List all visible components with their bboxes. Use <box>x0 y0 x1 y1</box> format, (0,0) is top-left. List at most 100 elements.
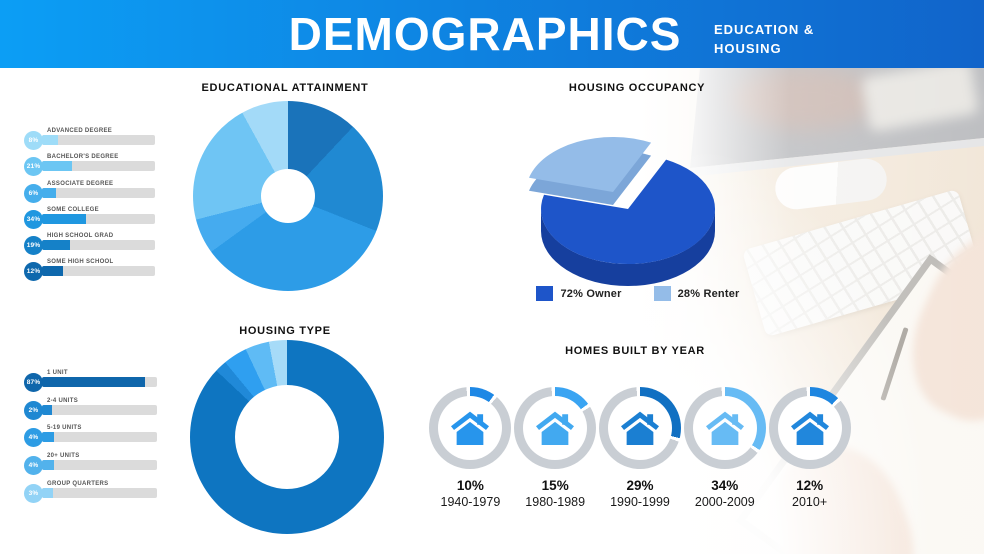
gauge-year-range: 2010+ <box>792 495 828 509</box>
legend-item: 28% Renter <box>653 286 740 301</box>
subtitle-line-2: HOUSING <box>714 41 782 56</box>
stat-bar-fill <box>42 240 71 251</box>
gauge-ring <box>768 387 851 469</box>
stat-bar-track <box>42 432 157 443</box>
owner-slice-top <box>541 159 716 265</box>
stat-bar-label: SOME COLLEGE <box>47 206 99 213</box>
stat-bar-row: HIGH SCHOOL GRAD 19% <box>24 232 155 258</box>
stat-bar-row: SOME HIGH SCHOOL 12% <box>24 258 155 284</box>
legend-swatch <box>536 286 554 301</box>
stat-bar-percent-badge: 3% <box>24 483 43 503</box>
stat-bar-track <box>42 404 157 415</box>
homes-built-section-title: HOMES BUILT BY YEAR <box>565 345 705 357</box>
gauge-percent: 12% <box>796 478 824 493</box>
stat-bar-label: ASSOCIATE DEGREE <box>47 180 114 187</box>
housing-type-donut <box>190 340 384 534</box>
stat-bar-fill <box>42 487 54 498</box>
gauge-ring <box>514 387 597 469</box>
stat-bar-percent-badge: 4% <box>24 456 43 476</box>
education-section-title: EDUCATIONAL ATTAINMENT <box>201 82 369 94</box>
stat-bar-percent-badge: 8% <box>24 131 43 150</box>
stat-bar-track <box>42 187 155 198</box>
gauge-year-range: 1990-1999 <box>610 495 670 509</box>
stat-bar-percent-badge: 4% <box>24 428 43 448</box>
occupancy-section-title: HOUSING OCCUPANCY <box>568 82 706 94</box>
education-bars: ADVANCED DEGREE 8% BACHELOR'S DEGREE 21%… <box>24 127 155 285</box>
gauge-year-range: 2000-2009 <box>694 495 755 509</box>
stat-bar-fill <box>42 432 55 443</box>
stat-bar-row: 5-19 UNITS 4% <box>24 424 157 452</box>
stat-bar-percent-badge: 87% <box>24 373 43 392</box>
stat-bar-label: ADVANCED DEGREE <box>47 128 113 134</box>
stat-bar-track <box>42 135 155 145</box>
legend-swatch <box>653 286 671 301</box>
stat-bar-percent-badge: 12% <box>24 262 43 282</box>
page-subtitle: EDUCATION & HOUSING <box>714 20 814 58</box>
desk-photo-background <box>640 58 984 554</box>
white-overlay <box>640 68 984 554</box>
gauge-ring <box>429 387 512 469</box>
homes-built-gauge: 10% 1940-1979 <box>428 387 513 509</box>
stat-bar-percent-badge: 6% <box>24 183 43 203</box>
house-icon <box>451 411 490 446</box>
house-icon <box>790 411 829 446</box>
legend-label: 28% Renter <box>677 287 740 300</box>
stat-bar-row: ASSOCIATE DEGREE 6% <box>24 180 155 206</box>
stat-bar-label: 5-19 UNITS <box>47 425 82 432</box>
stat-bar-label: BACHELOR'S DEGREE <box>47 154 119 161</box>
stat-bar-label: GROUP QUARTERS <box>47 480 109 487</box>
legend-label: 72% Owner <box>560 287 622 300</box>
occupancy-legend: 72% Owner 28% Renter <box>528 286 748 301</box>
stat-bar-label: 1 UNIT <box>47 370 68 376</box>
housing-type-section-title: HOUSING TYPE <box>239 325 331 337</box>
stat-bar-row: GROUP QUARTERS 3% <box>24 480 157 508</box>
gauge-year-range: 1980-1989 <box>525 495 586 509</box>
homes-built-gauge: 12% 2010+ <box>767 387 852 509</box>
gauge-ring <box>683 387 766 469</box>
stat-bar-fill <box>42 161 73 172</box>
gauge-percent: 15% <box>541 478 569 493</box>
house-icon <box>536 411 575 446</box>
housing-type-bars: 1 UNIT 87% 2-4 UNITS 2% 5-19 UNITS 4% 20… <box>24 369 157 507</box>
stat-bar-row: 2-4 UNITS 2% <box>24 397 157 425</box>
stat-bar-label: 20+ UNITS <box>47 453 80 460</box>
stat-bar-row: 20+ UNITS 4% <box>24 452 157 480</box>
stat-bar-track <box>42 240 155 251</box>
stat-bar-track <box>42 161 155 172</box>
subtitle-line-1: EDUCATION & <box>714 22 815 37</box>
stat-bar-label: 2-4 UNITS <box>47 397 79 404</box>
stat-bar-track <box>42 460 157 471</box>
stat-bar-row: BACHELOR'S DEGREE 21% <box>24 153 155 179</box>
page-title: DEMOGRAPHICS <box>288 8 682 60</box>
stat-bar-track <box>42 266 155 277</box>
homes-built-gauge: 15% 1980-1989 <box>513 387 598 509</box>
house-icon <box>705 411 744 446</box>
house-icon <box>620 411 659 446</box>
stat-bar-track <box>42 213 155 224</box>
stat-bar-fill <box>42 460 55 471</box>
homes-built-gauge: 34% 2000-2009 <box>682 387 767 509</box>
stat-bar-fill <box>42 377 146 387</box>
occupancy-pie-wrap <box>528 112 732 302</box>
stat-bar-row: ADVANCED DEGREE 8% <box>24 127 155 153</box>
stat-bar-track <box>42 377 157 387</box>
stat-bar-track <box>42 487 157 498</box>
homes-built-gauge: 29% 1990-1999 <box>598 387 683 509</box>
legend-item: 72% Owner <box>536 286 621 301</box>
stat-bar-percent-badge: 34% <box>24 209 43 229</box>
stat-bar-label: HIGH SCHOOL GRAD <box>47 233 114 240</box>
stat-bar-label: SOME HIGH SCHOOL <box>47 259 114 266</box>
gauge-year-range: 1940-1979 <box>440 495 501 509</box>
stat-bar-fill <box>42 187 57 198</box>
stat-bar-row: SOME COLLEGE 34% <box>24 206 155 232</box>
stat-bar-fill <box>42 135 59 145</box>
stat-bar-row: 1 UNIT 87% <box>24 369 157 397</box>
owner-slice-side <box>541 209 715 286</box>
gauge-percent: 34% <box>711 478 739 493</box>
stat-bar-percent-badge: 21% <box>24 157 43 177</box>
occupancy-pie <box>529 137 716 286</box>
stat-bar-percent-badge: 19% <box>24 236 43 256</box>
gauge-ring <box>598 387 681 469</box>
renter-slice-top <box>529 137 652 192</box>
